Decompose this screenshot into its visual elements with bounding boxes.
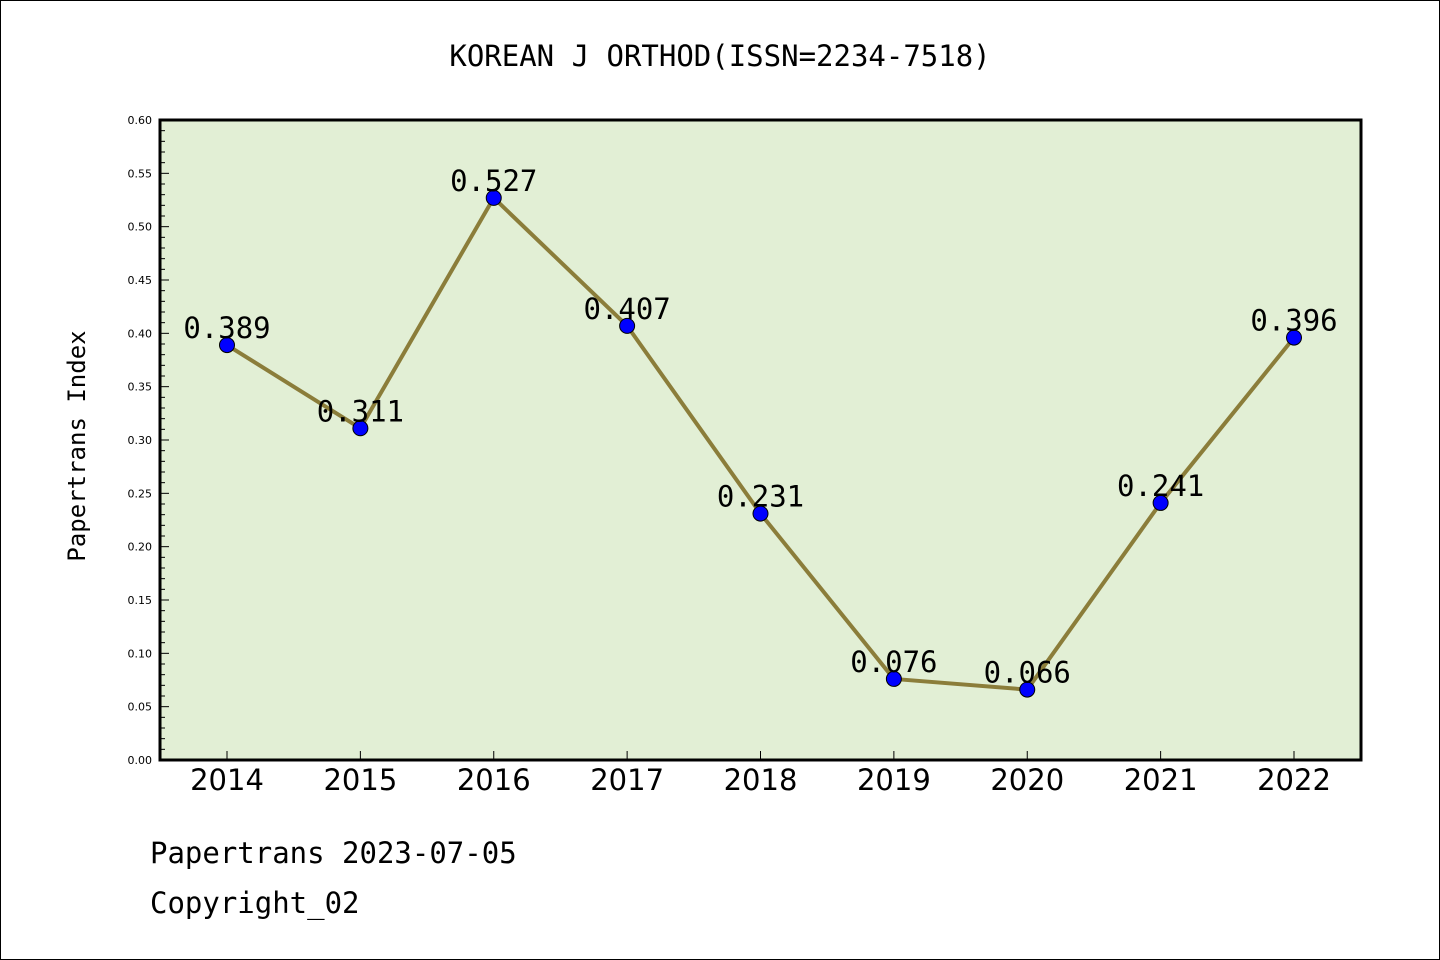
y-tick-label: 0.30 bbox=[128, 434, 153, 447]
x-tick-label: 2021 bbox=[1124, 763, 1198, 797]
y-axis-ticks: 0.00 0.05 0.10 0.15 0.20 0.25 0.30 0.35 0.40 0.45… bbox=[128, 114, 169, 767]
data-label: 0.241 bbox=[1117, 469, 1204, 503]
y-tick-label: 0.50 bbox=[128, 221, 153, 234]
x-tick-label: 2018 bbox=[724, 763, 798, 797]
x-tick-label: 2016 bbox=[457, 763, 531, 797]
data-label: 0.396 bbox=[1250, 304, 1337, 338]
data-point bbox=[619, 317, 636, 334]
y-tick-label: 0.10 bbox=[128, 647, 153, 660]
data-label: 0.407 bbox=[583, 292, 670, 326]
y-tick-label: 0.45 bbox=[128, 274, 153, 287]
series-layer: 0.389 0.311 0.527 0.407 0.231 0.076 0.066 0.241… bbox=[183, 164, 1338, 698]
data-point bbox=[1152, 494, 1169, 511]
y-tick-label: 0.35 bbox=[128, 381, 153, 394]
plot-area bbox=[158, 118, 1363, 762]
x-tick-label: 2015 bbox=[323, 763, 397, 797]
data-label: 0.527 bbox=[450, 164, 537, 198]
data-label: 0.389 bbox=[183, 311, 270, 345]
y-tick-label: 0.05 bbox=[128, 701, 153, 714]
footer-date: Papertrans 2023-07-05 bbox=[150, 836, 517, 870]
y-tick-label: 0.20 bbox=[128, 541, 153, 554]
data-label: 0.311 bbox=[317, 394, 404, 428]
x-tick-label: 2017 bbox=[590, 763, 664, 797]
data-point bbox=[752, 505, 769, 522]
data-label: 0.076 bbox=[850, 645, 937, 679]
x-tick-label: 2022 bbox=[1257, 763, 1331, 797]
data-point bbox=[1286, 329, 1302, 346]
data-point bbox=[485, 189, 502, 206]
y-axis-label: Papertrans Index bbox=[63, 330, 91, 561]
x-tick-label: 2020 bbox=[990, 763, 1064, 797]
data-point bbox=[219, 337, 235, 354]
footer-copyright: Copyright_02 bbox=[150, 886, 360, 920]
chart-title: KOREAN J ORTHOD(ISSN=2234-7518) bbox=[449, 39, 990, 73]
data-label: 0.066 bbox=[984, 656, 1071, 690]
data-point bbox=[885, 670, 902, 687]
x-tick-label: 2014 bbox=[190, 763, 264, 797]
y-tick-label: 0.15 bbox=[128, 594, 153, 607]
y-tick-label: 0.00 bbox=[128, 754, 153, 767]
y-tick-label: 0.60 bbox=[128, 114, 153, 127]
data-point bbox=[352, 420, 369, 437]
data-point bbox=[1019, 681, 1036, 698]
x-axis-ticks: 2014 2015 2016 2017 2018 2019 2020 2021 2022 bbox=[190, 751, 1331, 797]
y-tick-label: 0.55 bbox=[128, 167, 153, 180]
y-tick-label: 0.25 bbox=[128, 487, 153, 500]
data-label: 0.231 bbox=[717, 480, 804, 514]
x-tick-label: 2019 bbox=[857, 763, 931, 797]
y-tick-label: 0.40 bbox=[128, 327, 153, 340]
